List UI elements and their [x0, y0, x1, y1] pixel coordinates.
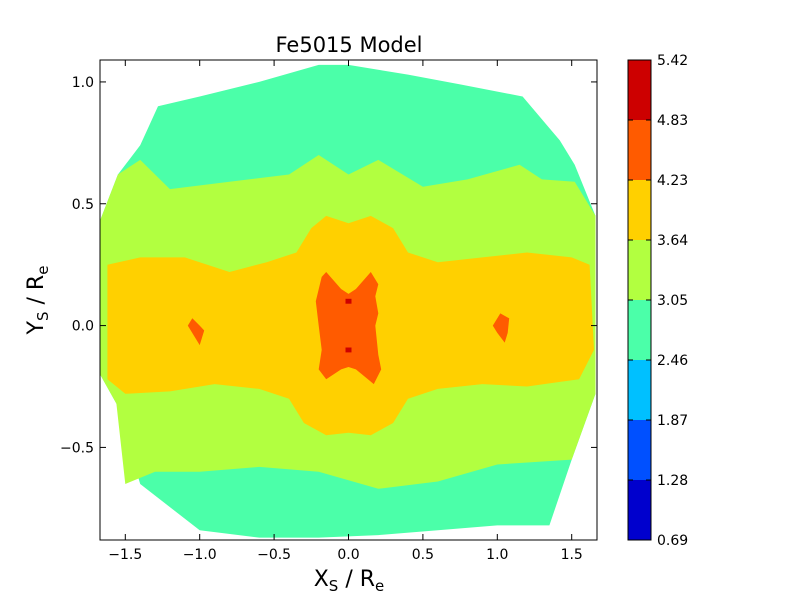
colorbar-label: 1.87 [657, 413, 688, 429]
contour-region-core-left [187, 318, 205, 346]
x-tick-label: 1.5 [561, 547, 583, 563]
colorbar-segment [628, 180, 651, 240]
colorbar-label: 0.69 [657, 533, 688, 549]
y-tick-label: 1.0 [72, 75, 94, 91]
colorbar: 0.69 1.28 1.87 2.46 3.05 3.64 4.23 4.83 5.42 [627, 53, 688, 549]
colorbar-label: 3.05 [657, 293, 688, 309]
colorbar-label: 5.42 [657, 53, 688, 69]
y-axis-label: YS / Re [24, 266, 52, 336]
contour-region-peak-upper [345, 298, 352, 304]
x-tick-label: 0.0 [337, 547, 359, 563]
colorbar-segment [628, 480, 651, 540]
colorbar-label: 4.83 [657, 113, 688, 129]
y-tick-label: 0.0 [72, 319, 94, 335]
x-tick-label: −1.0 [183, 547, 217, 563]
chart-title: Fe5015 Model [275, 33, 422, 57]
colorbar-segment [628, 120, 651, 180]
x-tick-label: −1.5 [108, 547, 142, 563]
y-tick-label: −0.5 [60, 440, 94, 456]
colorbar-label: 1.28 [657, 473, 688, 489]
x-axis-label: XS / Re [314, 567, 385, 595]
colorbar-label: 3.64 [657, 233, 688, 249]
x-axis-ticks: −1.5 −1.0 −0.5 0.0 0.5 1.0 1.5 [108, 60, 583, 563]
y-axis-ticks: −0.5 0.0 0.5 1.0 [60, 75, 597, 456]
contour-region-core-right [492, 313, 510, 343]
colorbar-label: 2.46 [657, 353, 688, 369]
colorbar-segment [628, 240, 651, 300]
x-tick-label: 1.0 [486, 547, 508, 563]
colorbar-segment [628, 60, 651, 120]
x-tick-label: −0.5 [257, 547, 291, 563]
colorbar-segment [628, 420, 651, 480]
contour-region-peak-lower [345, 347, 352, 353]
colorbar-segment [628, 360, 651, 420]
y-tick-label: 0.5 [72, 197, 94, 213]
contour-regions [100, 64, 596, 538]
contour-region-core-center [315, 272, 382, 385]
colorbar-segment [628, 300, 651, 360]
x-tick-label: 0.5 [412, 547, 434, 563]
colorbar-label: 4.23 [657, 173, 688, 189]
